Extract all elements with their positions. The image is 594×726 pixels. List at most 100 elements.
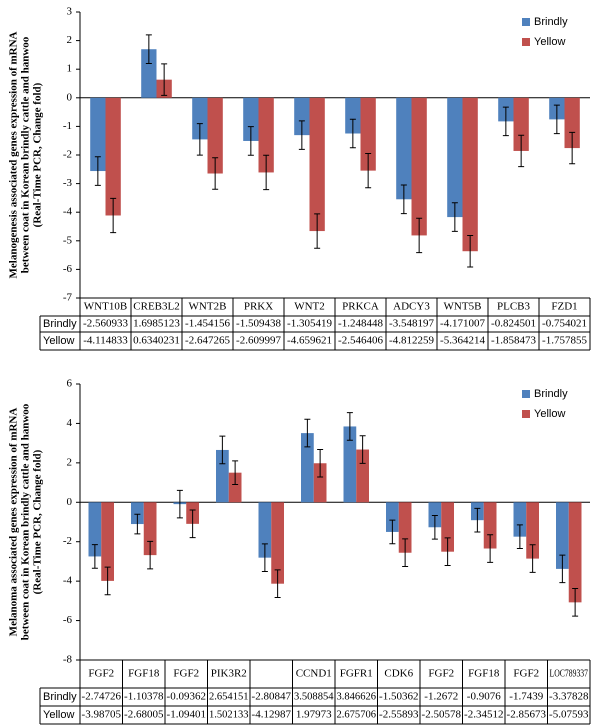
table-value: -2.560933 [83, 318, 128, 330]
error-bar [189, 509, 196, 539]
error-bar [359, 435, 366, 464]
bar [526, 502, 539, 559]
bar [428, 502, 442, 528]
table-value: -4.114833 [83, 335, 128, 347]
bar [411, 97, 427, 236]
table-value: -4.659621 [287, 335, 332, 347]
y-tick-label: -6 [63, 263, 73, 275]
y-tick-label: 6 [67, 378, 73, 390]
x-tick-label: FGF18 [128, 668, 160, 680]
table-value: 2.654151 [209, 691, 249, 703]
error-bar [349, 118, 356, 149]
legend-swatch [522, 410, 530, 418]
legend-label: Yellow [534, 36, 565, 48]
table-value: 3.508854 [294, 691, 334, 703]
table-value: 3.846626 [337, 691, 377, 703]
bar [447, 97, 463, 218]
y-tick-label: -5 [63, 234, 73, 246]
x-tick-label: PRKX [244, 301, 273, 313]
error-bar [416, 217, 423, 254]
table-value: -1.757855 [542, 335, 587, 347]
x-tick-label: FGFR1 [340, 668, 373, 680]
y-axis-label: (Real-Time PCR, Change fold) [32, 449, 44, 594]
x-tick-label: WNT5B [444, 301, 482, 313]
y-tick-label: 0 [67, 496, 73, 508]
bar [360, 97, 376, 171]
error-bar [402, 538, 409, 568]
table-value: 1.502133 [209, 709, 249, 721]
error-bar [474, 507, 481, 533]
bar [143, 502, 157, 556]
table-value: -2.647265 [185, 335, 230, 347]
error-bar [553, 104, 560, 135]
y-tick-label: 4 [67, 417, 73, 429]
table-value: -5.07593 [549, 709, 589, 721]
bar [101, 502, 114, 581]
error-bar [518, 134, 525, 168]
error-bar [467, 234, 474, 268]
table-value: -1.305419 [287, 318, 332, 330]
table-value: -5.364214 [440, 335, 485, 347]
y-axis-label: (Real-Time PCR, Change fold) [32, 82, 44, 227]
error-bar [110, 197, 117, 234]
table-value: -2.68005 [124, 709, 164, 721]
bar [356, 449, 369, 503]
bar [90, 97, 106, 172]
x-tick-label: LOC789337 [550, 668, 589, 680]
bar [105, 97, 121, 216]
bar [301, 433, 314, 503]
table-value: -2.546406 [338, 335, 383, 347]
x-tick-label: WNT2B [189, 301, 227, 313]
bar [313, 463, 327, 503]
error-bar [212, 157, 219, 190]
bar [216, 449, 229, 503]
error-bar [232, 460, 239, 486]
table-value: -4.812259 [389, 335, 434, 347]
x-tick-label: PIK3R2 [211, 668, 247, 680]
legend-swatch [522, 18, 530, 26]
y-tick-label: -4 [63, 575, 73, 587]
x-tick-label: FGF2 [173, 668, 199, 680]
y-tick-label: -2 [63, 149, 72, 161]
x-tick-label: FGF18 [468, 668, 500, 680]
bar [564, 97, 580, 149]
x-tick-label: FGF2 [428, 668, 454, 680]
bar [271, 502, 284, 584]
bar [192, 97, 208, 140]
error-bar [274, 569, 281, 599]
bar [441, 502, 454, 552]
table-value: 0.6340231 [133, 335, 180, 347]
x-tick-label: PLCB3 [497, 301, 531, 313]
y-tick-label: 2 [67, 34, 73, 46]
error-bar [304, 418, 311, 448]
error-bar [161, 63, 168, 96]
y-tick-label: -4 [63, 206, 73, 218]
x-tick-label: WNT2 [294, 301, 325, 313]
y-tick-label: -2 [63, 535, 72, 547]
table-value: -1.50362 [379, 691, 418, 703]
error-bar [317, 448, 324, 478]
error-bar [516, 524, 523, 549]
x-tick-label: CCND1 [296, 668, 332, 680]
bar [513, 502, 527, 537]
bar [345, 97, 361, 134]
table-row-label: Brindly [43, 691, 77, 703]
error-bar [261, 543, 268, 572]
x-tick-label: FGF2 [88, 668, 114, 680]
table-value: -3.548197 [389, 318, 434, 330]
table-value: -2.34512 [464, 709, 503, 721]
error-bar [529, 544, 536, 573]
error-bar [298, 120, 305, 150]
error-bar [346, 412, 353, 441]
error-bar [559, 554, 566, 584]
error-bar [400, 184, 407, 215]
table-value: -2.85673 [507, 709, 547, 721]
table-value: -2.80847 [252, 691, 292, 703]
bar [513, 97, 529, 151]
x-tick-label: ADCY3 [393, 301, 430, 313]
bar [483, 502, 497, 549]
error-bar [431, 514, 438, 540]
bar [228, 472, 242, 503]
table-row-label: Yellow [43, 335, 74, 347]
